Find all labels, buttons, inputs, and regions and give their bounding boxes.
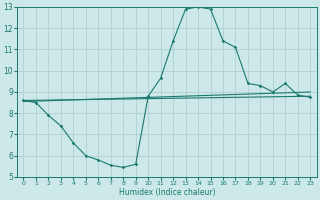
X-axis label: Humidex (Indice chaleur): Humidex (Indice chaleur) [119,188,215,197]
